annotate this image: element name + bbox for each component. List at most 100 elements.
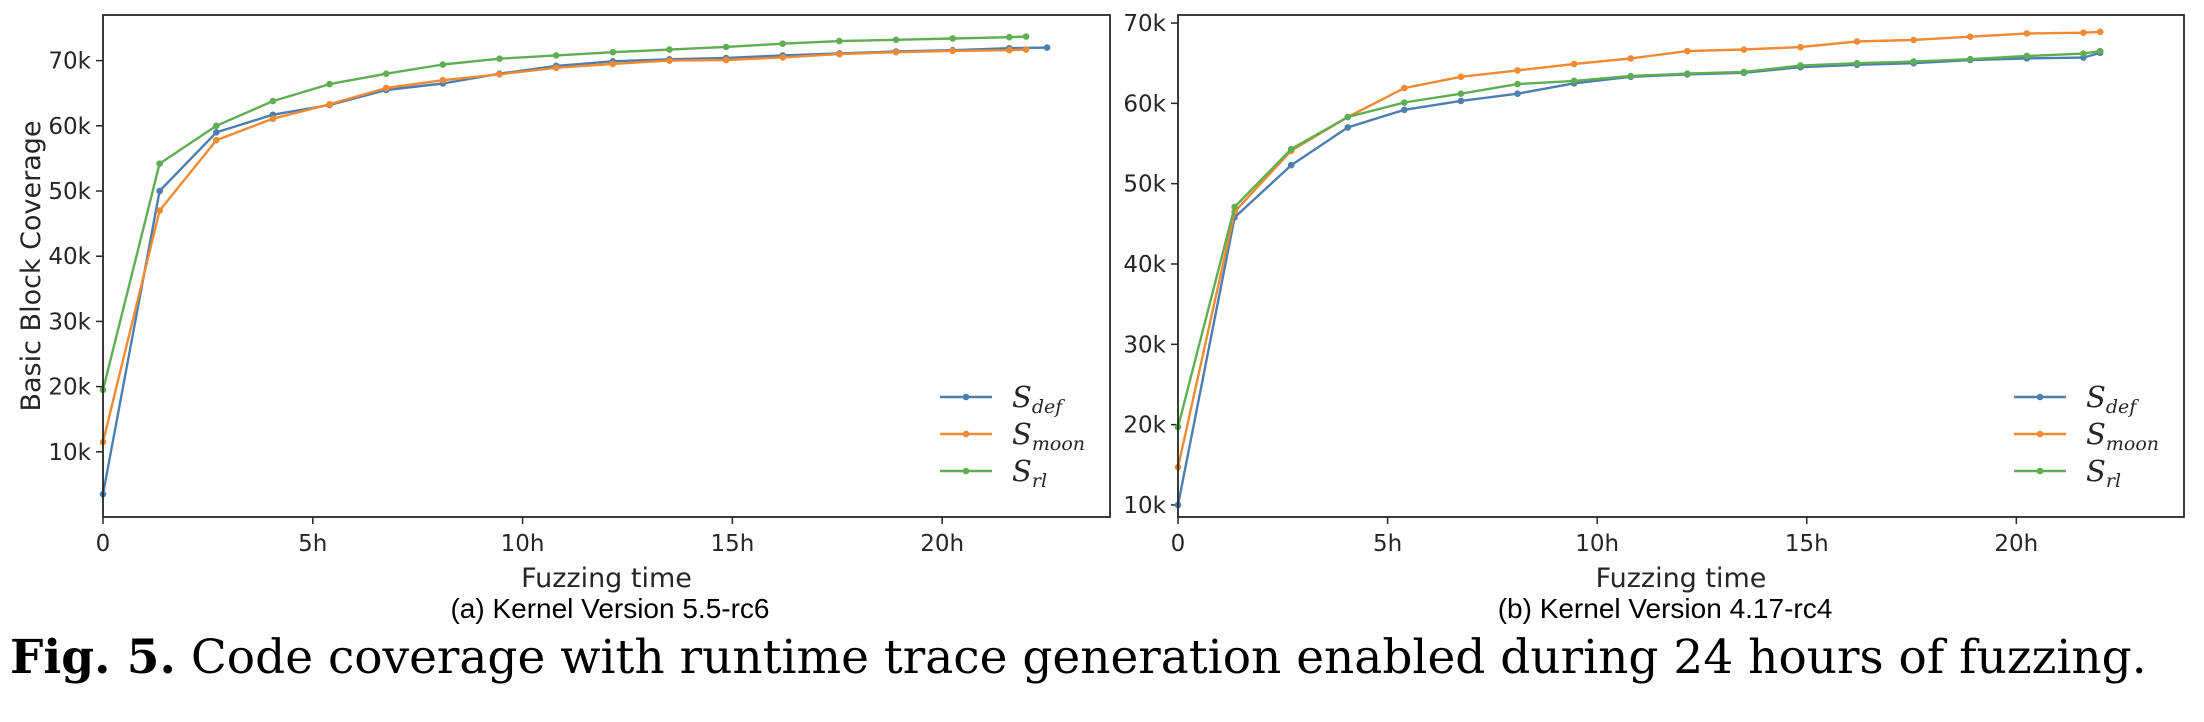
data-point-S_rl <box>1344 113 1352 121</box>
legend-label: Smoon <box>2086 417 2159 455</box>
data-point-S_moon <box>1401 84 1408 92</box>
data-point-S_rl <box>1966 55 1974 63</box>
data-point-S_def <box>156 187 163 195</box>
data-point-S_moon <box>326 101 333 108</box>
data-point-S_def <box>1043 44 1051 51</box>
x-tick-label: 0 <box>96 531 111 557</box>
x-tick-label: 20h <box>920 531 964 557</box>
data-point-S_rl <box>1006 33 1013 41</box>
y-tick-label: 40k <box>1123 252 1166 278</box>
legend-marker <box>962 430 970 438</box>
x-tick-label: 20h <box>1994 531 2038 557</box>
legend-marker <box>962 393 970 401</box>
data-point-S_def <box>1287 161 1295 169</box>
data-point-S_rl <box>609 48 617 56</box>
data-point-S_moon <box>1797 43 1804 51</box>
data-point-S_moon <box>1910 36 1917 44</box>
data-point-S_rl <box>1683 70 1691 77</box>
data-point-S_rl <box>1457 90 1465 98</box>
data-point-S_moon <box>1570 60 1578 68</box>
data-point-S_moon <box>156 207 163 214</box>
data-point-S_def <box>1457 97 1465 105</box>
legend-marker <box>962 467 970 475</box>
data-point-S_rl <box>552 52 560 59</box>
data-point-S_moon <box>1853 38 1861 45</box>
data-point-S_moon <box>779 54 787 61</box>
data-point-S_rl <box>1231 203 1238 211</box>
data-point-S_rl <box>892 36 900 44</box>
x-axis-title: Fuzzing time <box>521 563 692 594</box>
plot-frame <box>102 14 1111 518</box>
data-point-S_rl <box>1287 145 1295 153</box>
y-tick-label: 20k <box>48 375 91 401</box>
data-point-S_rl <box>212 122 220 130</box>
data-point-S_moon <box>836 50 843 58</box>
legend-label: Smoon <box>1012 417 1085 455</box>
data-point-S_moon <box>1514 67 1521 74</box>
y-tick-label: 30k <box>1123 332 1166 358</box>
y-tick-label: 10k <box>1123 493 1166 519</box>
data-point-S_moon <box>1683 47 1691 55</box>
y-tick-label: 60k <box>1123 91 1166 117</box>
data-point-S_rl <box>949 35 956 42</box>
figure-caption-label: Fig. 5. <box>10 630 176 685</box>
legend-label: Sdef <box>1012 380 1065 418</box>
data-point-S_def <box>1344 124 1352 131</box>
legend-label-subscript: def <box>2106 396 2139 418</box>
legend-label-subscript: moon <box>2106 433 2159 455</box>
data-point-S_rl <box>1740 68 1748 76</box>
data-point-S_rl <box>1627 72 1634 80</box>
data-point-S_moon <box>552 64 560 72</box>
x-tick-label: 15h <box>1785 531 1829 557</box>
data-point-S_moon <box>2096 28 2104 36</box>
y-tick-label: 40k <box>48 244 91 270</box>
data-point-S_rl <box>1022 33 1030 40</box>
data-point-S_rl <box>666 46 673 53</box>
legend-label-subscript: moon <box>1032 433 1085 455</box>
legend-label-base: S <box>2086 417 2106 451</box>
legend-marker <box>2036 467 2044 475</box>
y-tick-label: 60k <box>48 114 91 140</box>
figure-charts: 0 5h 10h 15h 20h 10k 20k 30k 40k 50k 60k 70k Fuzzing… <box>16 11 2185 624</box>
data-point-S_moon <box>439 76 447 84</box>
data-point-S_moon <box>892 48 900 56</box>
data-point-S_moon <box>722 56 730 64</box>
legend-label-base: S <box>2086 380 2106 414</box>
x-tick-label: 0 <box>1171 531 1186 557</box>
x-tick-label: 15h <box>710 531 754 557</box>
data-point-S_rl <box>2096 47 2104 55</box>
data-point-S_def <box>1401 106 1408 114</box>
subcaption: (b) Kernel Version 4.17-rc4 <box>1498 593 1833 624</box>
data-point-S_rl <box>836 37 843 45</box>
data-point-S_moon <box>1022 46 1030 53</box>
legend-label: Srl <box>1012 454 1047 492</box>
x-tick-label: 10h <box>501 531 545 557</box>
data-point-S_moon <box>382 84 390 92</box>
plot-frame <box>1177 14 2185 518</box>
subcaption: (a) Kernel Version 5.5-rc6 <box>450 593 769 624</box>
y-tick-label: 10k <box>48 440 91 466</box>
figure-caption-text: Code coverage with runtime trace generat… <box>190 630 2147 685</box>
legend-label-subscript: rl <box>1032 470 1047 492</box>
data-point-S_moon <box>212 136 220 144</box>
data-point-S_rl <box>269 97 277 105</box>
data-point-S_moon <box>1006 46 1013 54</box>
data-point-S_moon <box>1457 73 1465 81</box>
series-line-S_moon <box>1176 30 2101 468</box>
chart-2: 0 5h 10h 15h 20h 10k 20k 30k 40k 50k 60k 70k Fuzzing… <box>1123 11 2185 624</box>
series-line-S_def <box>1176 51 2101 506</box>
y-axis-title: Basic Block Coverage <box>16 120 47 411</box>
legend-label: Sdef <box>2086 380 2139 418</box>
legend-marker <box>2036 393 2044 401</box>
data-point-S_moon <box>496 71 503 78</box>
data-point-S_rl <box>156 160 163 167</box>
legend-label-base: S <box>1012 454 1032 488</box>
data-point-S_rl <box>1797 62 1804 69</box>
series-line-S_rl <box>1176 49 2101 428</box>
data-point-S_rl <box>779 40 787 47</box>
data-point-S_rl <box>722 43 730 51</box>
data-point-S_moon <box>1740 46 1748 53</box>
legend-label-base: S <box>1012 380 1032 414</box>
